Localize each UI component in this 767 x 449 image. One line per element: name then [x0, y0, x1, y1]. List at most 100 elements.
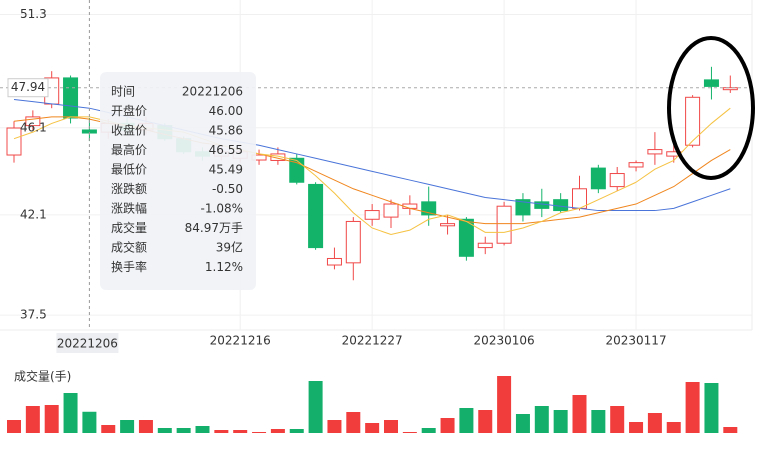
volume-bar: [176, 428, 191, 433]
volume-bar: [82, 411, 97, 433]
tooltip-value: 39亿: [216, 240, 243, 255]
volume-bar: [723, 427, 738, 433]
tooltip-label: 换手率: [111, 259, 147, 274]
candle-body: [685, 96, 701, 146]
volume-title: 成交量(手): [14, 369, 71, 384]
tooltip-value: -1.08%: [201, 202, 243, 216]
tooltip-value: 20221206: [182, 85, 243, 99]
volume-bar: [421, 428, 436, 433]
candle-body: [383, 203, 399, 218]
tooltip-label: 最高价: [111, 142, 147, 157]
candle-body: [326, 257, 342, 266]
volume-bar: [252, 432, 267, 433]
candle-body: [477, 242, 493, 249]
volume-bar: [63, 393, 78, 433]
candle-body: [270, 153, 286, 161]
tooltip-label: 开盘价: [111, 103, 147, 118]
candle-body: [628, 162, 644, 168]
x-tick-label: 20230117: [606, 334, 667, 348]
volume-bar: [25, 406, 40, 433]
candle-body: [308, 183, 324, 249]
x-tick-label: 20230106: [474, 334, 535, 348]
overlay-layer: 51.3 46.1 42.1 37.5 20221216 20221227 20230106…: [0, 0, 752, 353]
candle-body: [440, 223, 456, 227]
volume-bar: [157, 428, 172, 433]
volume-bar: [195, 426, 210, 433]
tooltip-label: 最低价: [111, 163, 147, 177]
volume-bar: [553, 410, 568, 433]
tooltip-label: 成交量: [111, 220, 147, 235]
crosshair-label-box: [56, 333, 119, 353]
volume-bar: [289, 429, 304, 433]
x-tick-label: 20221227: [342, 334, 403, 348]
candle-body: [458, 218, 474, 257]
volume-bar: [685, 382, 700, 433]
volume-bar: [591, 410, 606, 433]
tooltip-value: 45.86: [209, 124, 243, 138]
candle-body: [63, 77, 79, 119]
volume-bar: [534, 406, 549, 433]
volume-bar: [647, 413, 662, 433]
tooltip-label: 收盘价: [111, 123, 147, 138]
candle-body: [25, 116, 41, 127]
tooltip-value: 1.12%: [205, 260, 243, 274]
volume-bar: [327, 420, 342, 433]
tooltip-label: 涨跌额: [111, 181, 147, 196]
y-tick-label: 46.1: [20, 120, 47, 134]
candle-body: [722, 87, 738, 91]
crosshair-label: 20221206: [57, 337, 118, 351]
y-tick-label: 37.5: [20, 308, 47, 322]
volume-bar: [7, 420, 21, 433]
volume-bar: [120, 420, 135, 433]
volume-bar: [44, 405, 59, 433]
volume-bar: [346, 412, 361, 433]
candle-body: [553, 199, 569, 212]
candle-body: [572, 188, 587, 209]
candle-body: [496, 205, 512, 244]
candle-body: [703, 79, 719, 87]
volume-bar: [610, 406, 625, 433]
volume-bar: [214, 430, 229, 433]
tooltip-label: 成交额: [111, 240, 147, 255]
candle-body: [515, 199, 531, 216]
tooltip-value: 84.97万手: [185, 221, 243, 235]
volume-bar: [138, 420, 153, 433]
volume-bar: [365, 423, 380, 433]
volume-bar: [384, 420, 398, 433]
candle-body: [590, 167, 606, 190]
volume-bar: [101, 425, 116, 433]
volume-bar: [440, 418, 455, 433]
x-tick-label: 20221216: [210, 334, 271, 348]
y-tick-label: 51.3: [20, 7, 47, 21]
candle-body: [609, 173, 625, 188]
volume-bar: [629, 422, 644, 433]
volume-bar: [666, 422, 681, 433]
volume-bar: [572, 395, 587, 433]
tooltip-label: 涨跌幅: [111, 201, 147, 216]
volume-bar: [233, 430, 248, 433]
volume-bar: [478, 410, 493, 433]
candle-body: [364, 210, 380, 220]
tooltip-box: [100, 72, 256, 290]
highlight-circle: [667, 36, 755, 180]
candle-body: [6, 127, 22, 156]
price-label: 47.94: [11, 80, 45, 94]
tooltip-label: 时间: [111, 85, 135, 99]
volume-bar: [515, 414, 530, 433]
volume-bar: [402, 432, 417, 433]
volume-bar: [459, 408, 474, 433]
tooltip-value: 46.00: [209, 104, 243, 118]
candle-body: [534, 201, 550, 209]
tooltip-value: -0.50: [212, 182, 243, 196]
volume-bar: [497, 376, 512, 433]
tooltip-value: 46.55: [209, 143, 243, 157]
candle-body: [345, 220, 361, 264]
candle-body: [647, 149, 663, 155]
y-tick-label: 42.1: [20, 207, 47, 221]
price-label-box: [7, 78, 49, 98]
volume-bar: [308, 381, 323, 433]
tooltip-value: 45.49: [209, 163, 243, 177]
volume-bar: [270, 429, 285, 433]
volume-bar: [704, 383, 719, 433]
